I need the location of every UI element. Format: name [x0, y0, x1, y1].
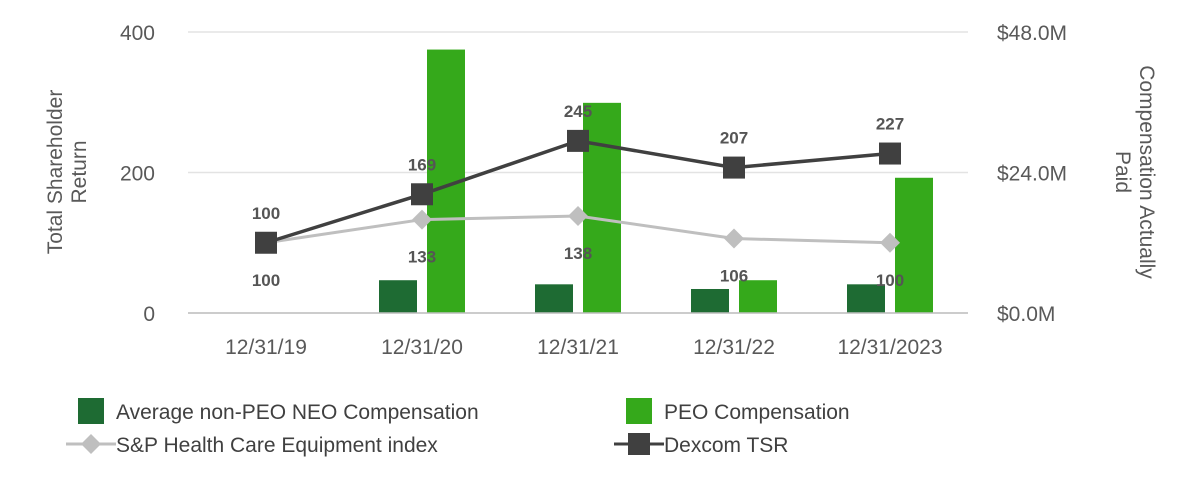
- dexcom-tsr-marker: [411, 183, 433, 206]
- right-tick-label: $48.0M: [997, 22, 1067, 45]
- x-tick-label: 12/31/20: [381, 336, 463, 359]
- dexcom-tsr-legend-label: Dexcom TSR: [664, 434, 788, 457]
- dexcom-tsr-data-label: 207: [720, 129, 748, 148]
- peo-compensation-bar: [895, 177, 933, 313]
- s-p-health-care-equipment-index-data-label: 100: [876, 271, 904, 290]
- s-p-health-care-equipment-index-legend-label: S&P Health Care Equipment index: [116, 434, 438, 457]
- right-tick-label: $24.0M: [997, 163, 1067, 186]
- axis-layer: 12/31/19 12/31/20 12/31/21 12/31/22 12/31/20…: [44, 22, 1158, 359]
- dexcom-tsr-legend-marker: [628, 433, 650, 455]
- dexcom-tsr-marker: [567, 129, 589, 152]
- left-tick-label: 400: [120, 22, 155, 45]
- x-tick-label: 12/31/22: [693, 336, 775, 359]
- average-non-peo-neo-compensation-bar: [847, 284, 885, 313]
- right-axis-title-line: Paid: [1111, 151, 1134, 193]
- left-tick-label: 200: [120, 163, 155, 186]
- s-p-health-care-equipment-index-legend-marker: [81, 434, 101, 454]
- dexcom-tsr-data-label: 169: [408, 155, 436, 174]
- dexcom-tsr-data-label: 100: [252, 204, 280, 223]
- average-non-peo-neo-compensation-bar: [691, 288, 729, 313]
- average-non-peo-neo-compensation-bar: [535, 284, 573, 313]
- average-non-peo-neo-compensation-legend-swatch: [78, 398, 104, 424]
- dexcom-tsr-marker: [255, 231, 277, 254]
- label-layer: 100 133 138 106 100 100 169 245 207 227: [252, 102, 904, 290]
- x-tick-label: 12/31/21: [537, 336, 619, 359]
- s-p-health-care-equipment-index-marker: [724, 228, 744, 249]
- peo-compensation-legend-swatch: [626, 398, 652, 424]
- s-p-health-care-equipment-index-data-label: 106: [720, 267, 748, 286]
- peo-compensation-bar: [583, 102, 621, 313]
- s-p-health-care-equipment-index-data-label: 138: [564, 244, 592, 263]
- dexcom-tsr-data-label: 245: [564, 102, 592, 121]
- peo-compensation-bar: [739, 280, 777, 313]
- left-tick-label: 0: [143, 303, 155, 326]
- dexcom-tsr-marker: [879, 142, 901, 165]
- x-tick-label: 12/31/2023: [837, 336, 942, 359]
- right-tick-label: $0.0M: [997, 303, 1055, 326]
- average-non-peo-neo-compensation-bar: [379, 280, 417, 313]
- peo-compensation-legend-label: PEO Compensation: [664, 401, 850, 424]
- left-axis-title: Total ShareholderReturn: [44, 90, 91, 255]
- legend: Average non-PEO NEO Compensation PEO Comp…: [66, 398, 850, 457]
- average-non-peo-neo-compensation-legend-label: Average non-PEO NEO Compensation: [116, 401, 479, 424]
- line-layer: [255, 129, 901, 254]
- s-p-health-care-equipment-index-data-label: 133: [408, 248, 436, 267]
- left-axis-title-line: Return: [68, 140, 91, 203]
- right-axis-title-line: Compensation Actually: [1135, 65, 1158, 279]
- left-axis-title-line: Total Shareholder: [44, 90, 67, 255]
- x-tick-label: 12/31/19: [225, 336, 307, 359]
- dexcom-tsr-data-label: 227: [876, 115, 904, 134]
- s-p-health-care-equipment-index-data-label: 100: [252, 271, 280, 290]
- dexcom-tsr-marker: [723, 156, 745, 179]
- s-p-health-care-equipment-index-marker: [568, 206, 588, 227]
- s-p-health-care-equipment-index-marker: [880, 232, 900, 253]
- right-axis-title: Compensation ActuallyPaid: [1111, 65, 1158, 279]
- s-p-health-care-equipment-index-marker: [412, 209, 432, 230]
- grid-layer: [188, 31, 968, 314]
